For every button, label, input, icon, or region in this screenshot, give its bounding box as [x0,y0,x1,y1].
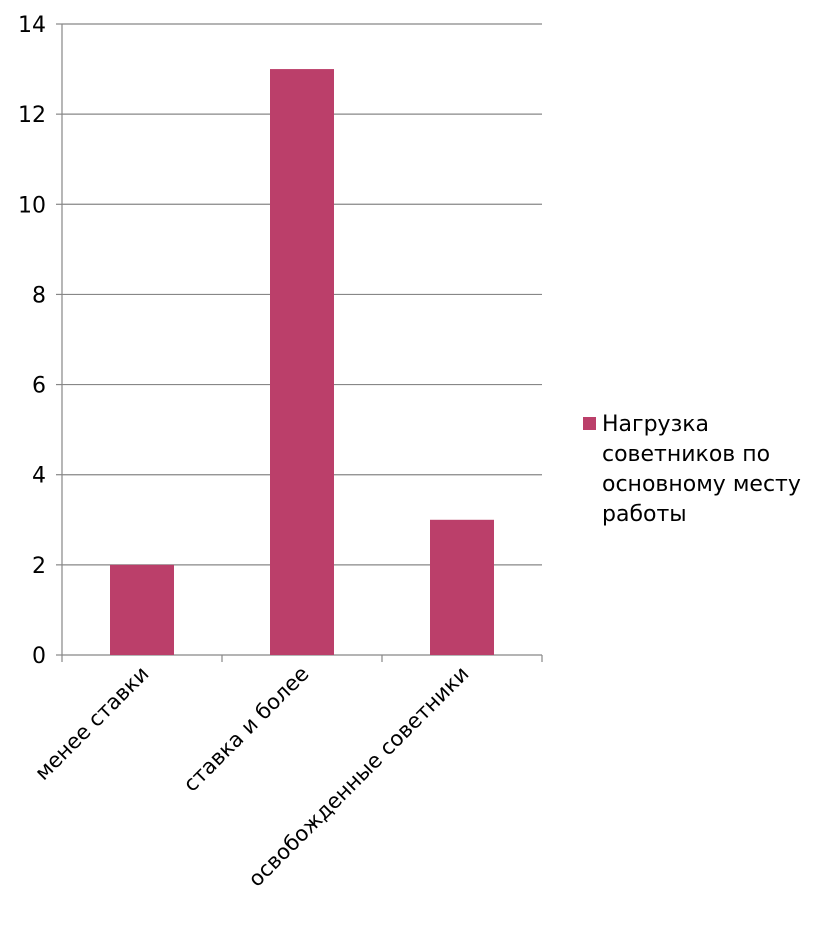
bar [430,519,494,655]
y-tick-label: 8 [32,283,46,308]
legend-label-line: советников по [602,442,770,467]
y-tick-label: 0 [32,644,46,669]
legend-label-line: работы [602,502,687,527]
y-tick-labels: 0 2 4 6 8 10 12 14 [18,13,46,669]
bar [110,564,174,655]
y-tick-label: 4 [32,464,46,489]
x-tick-label: ставка и более [179,662,314,797]
legend-label: Нагрузка советников по основному месту рабо… [602,412,801,527]
y-tick-label: 14 [18,13,46,38]
y-tick-label: 6 [32,374,46,399]
y-tick-label: 12 [18,103,46,128]
y-tick-label: 10 [18,193,46,218]
bars [110,69,494,656]
bar [270,69,334,656]
legend-swatch [583,417,596,430]
legend: Нагрузка советников по основному месту рабо… [583,412,801,527]
x-tick-labels: менее ставки ставка и болееосвобожденные … [30,662,473,892]
y-tick-label: 2 [32,554,46,579]
legend-label-line: основному месту [602,472,801,497]
x-tick-label: менее ставки [30,662,153,785]
legend-label-line: Нагрузка [602,412,709,437]
